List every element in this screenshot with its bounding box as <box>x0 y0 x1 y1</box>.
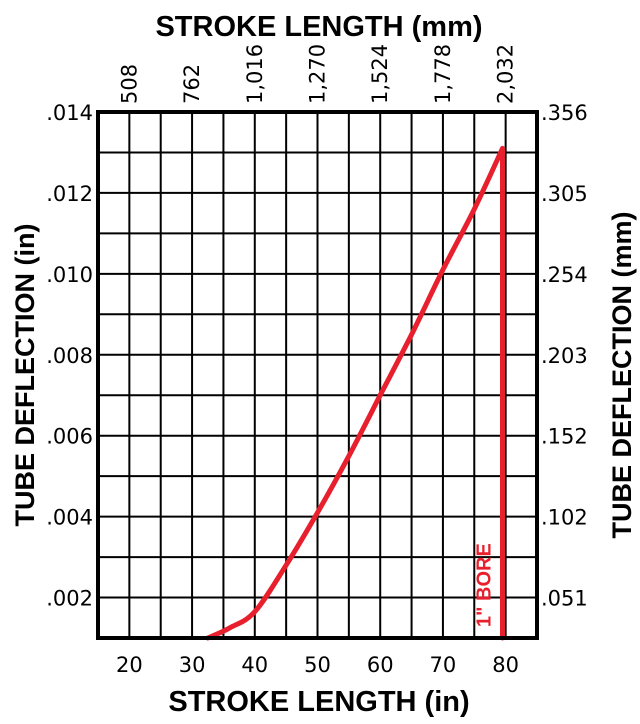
x2-tick-label: 2,032 <box>494 44 518 104</box>
y2-tick-label: .305 <box>541 182 588 206</box>
y-tick-label: .006 <box>46 425 93 449</box>
y-tick-label: .010 <box>46 263 93 287</box>
y-axis-title: TUBE DEFLECTION (in) <box>10 224 40 527</box>
plot-frame <box>96 110 539 640</box>
x-tick-label: 30 <box>179 653 206 677</box>
x-tick-label: 20 <box>116 653 143 677</box>
x2-tick-label: 508 <box>117 64 141 104</box>
x-tick-label: 40 <box>241 653 268 677</box>
y-tick-label: .012 <box>46 182 93 206</box>
y2-tick-label: .203 <box>541 344 588 368</box>
x-tick-label: 50 <box>304 653 331 677</box>
y2-tick-label: .102 <box>541 506 588 530</box>
y2-tick-label: .356 <box>541 101 588 125</box>
y2-tick-label: .152 <box>541 425 588 449</box>
y2-axis-title: TUBE DEFLECTION (mm) <box>607 212 637 539</box>
x-tick-label: 70 <box>430 653 457 677</box>
x2-tick-label: 1,016 <box>243 44 267 104</box>
series-line <box>205 145 505 641</box>
x2-axis-title: STROKE LENGTH (mm) <box>155 11 482 43</box>
y2-tick-label: .254 <box>541 263 588 287</box>
y-tick-label: .004 <box>46 506 93 530</box>
x2-tick-label: 1,778 <box>431 44 455 104</box>
x-tick-label: 80 <box>492 653 519 677</box>
grid <box>98 112 537 638</box>
x-tick-label: 60 <box>367 653 394 677</box>
y-tick-label: .002 <box>46 587 93 611</box>
tick-labels: 20 30 40 50 60 70 80 508 762 1,016 1,270 1,524 1,778… <box>46 44 588 677</box>
x2-tick-label: 1,270 <box>306 44 330 104</box>
y-tick-label: .014 <box>46 101 93 125</box>
x-axis-title: STROKE LENGTH (in) <box>168 686 469 718</box>
y2-tick-label: .051 <box>541 587 588 611</box>
x2-tick-label: 1,524 <box>368 44 392 104</box>
series-label: 1" BORE <box>474 543 496 627</box>
y-tick-label: .008 <box>46 344 93 368</box>
series-group: 1" BORE <box>205 145 505 641</box>
x2-tick-label: 762 <box>180 64 204 104</box>
